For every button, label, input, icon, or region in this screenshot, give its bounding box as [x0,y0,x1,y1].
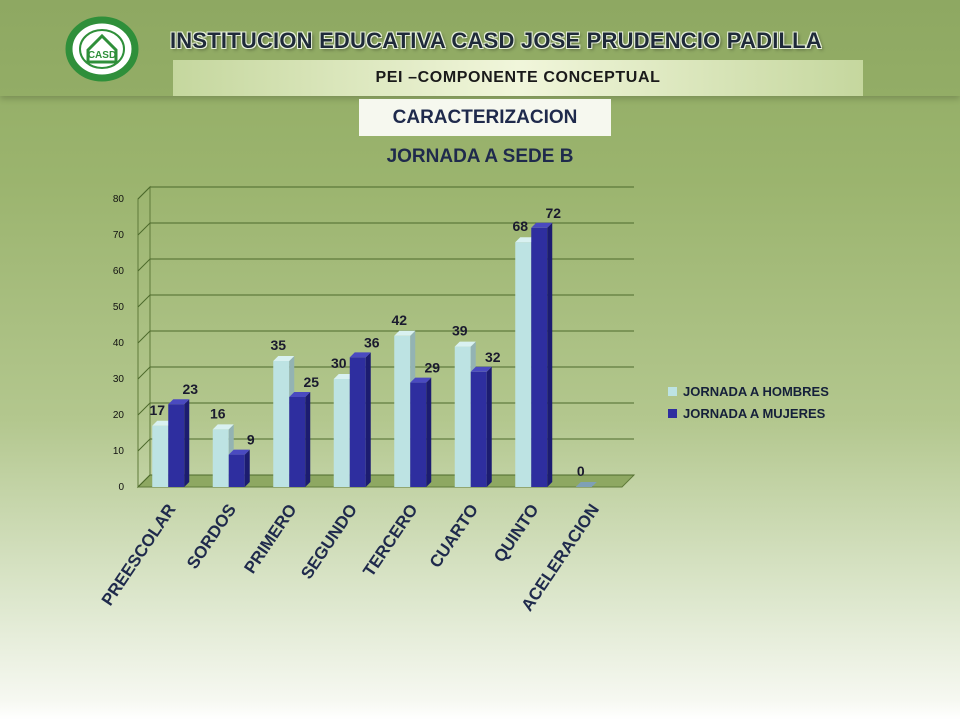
page-title: INSTITUCION EDUCATIVA CASD JOSE PRUDENCI… [170,28,822,53]
bar-top [394,330,416,336]
legend-swatch-women [668,408,677,418]
data-label: 23 [182,381,198,397]
y-tick-label: 70 [113,230,125,241]
legend-label-men: JORNADA A HOMBRES [683,383,829,399]
data-label: 29 [424,360,440,376]
gridline [137,186,634,200]
bar-women [531,227,548,488]
x-tick-label: CUARTO [426,501,482,572]
y-tick-label: 60 [113,266,125,277]
data-label: 0 [577,463,585,479]
subtitle-banner: PEI –COMPONENTE CONCEPTUAL [173,60,863,96]
bar-men [333,379,350,487]
bar-top [515,237,537,243]
x-tick-label: PRIMERO [240,501,300,577]
bar-women [289,397,306,487]
data-label: 36 [364,334,380,350]
y-tick-label: 80 [113,194,125,205]
data-label: 30 [331,355,347,371]
bar-men [394,335,411,487]
bar-top [454,341,476,347]
bar-top [273,356,295,361]
bar-side [486,366,492,487]
bar-side [244,449,250,487]
gridline [137,366,634,380]
logo-text: CASD [88,50,116,61]
bar-top [152,420,174,426]
bar-side [305,392,311,487]
bar-top [531,222,553,228]
data-label: 16 [210,405,226,421]
section-label: CARACTERIZACION [359,99,611,136]
bar-women [228,454,245,487]
gridline [137,438,634,452]
bar-men [273,361,290,487]
bar-side [426,377,432,487]
chart-legend: JORNADA A HOMBRES JORNADA A MUJERES [668,380,829,424]
y-tick-label: 10 [113,446,125,457]
bar-women [410,382,427,487]
bar-women [349,357,366,487]
y-tick-label: 40 [113,338,125,349]
y-tick-label: 0 [118,482,124,493]
bar-side [365,352,371,487]
legend-swatch-men [668,386,677,396]
bar-top [333,374,355,379]
bar-men [212,429,229,487]
data-label: 72 [545,205,561,221]
x-tick-label: TERCERO [359,501,421,581]
data-label: 17 [149,402,165,418]
data-label: 25 [303,374,319,390]
data-label: 9 [247,432,255,448]
data-label: 68 [512,218,528,234]
data-label: 42 [391,312,407,328]
gridline [137,294,634,308]
bar-top [168,399,190,405]
gridline [137,222,634,236]
bar-top [470,366,492,372]
bar-men [515,242,532,487]
casd-logo: CASD [65,16,139,82]
y-tick-label: 20 [113,410,125,421]
legend-item-women: JORNADA A MUJERES [668,402,829,424]
legend-label-women: JORNADA A MUJERES [683,405,826,421]
bar-side [184,399,190,487]
data-label: 39 [452,323,468,339]
legend-item-men: JORNADA A HOMBRES [668,380,829,402]
data-label: 35 [270,337,286,353]
bar-top [349,352,371,358]
y-tick-label: 50 [113,302,125,313]
bar-top [289,392,311,397]
bar-side [547,222,553,488]
bar-top [228,449,250,455]
gridline [137,258,634,272]
x-tick-label: SORDOS [183,501,240,573]
gridline [137,330,634,344]
x-tick-label: SEGUNDO [297,501,361,583]
bar-women [168,404,185,487]
bar-women [470,371,487,487]
x-tick-label: PREESCOLAR [98,501,180,610]
chart-floor [136,474,636,488]
bar-top [212,424,234,430]
y-tick-label: 30 [113,374,125,385]
x-tick-label: QUINTO [490,501,543,566]
bar-men [454,346,471,487]
chart-title: JORNADA A SEDE B [386,146,574,167]
bar-top [410,377,432,383]
data-label: 32 [485,349,501,365]
bar-flat [575,482,597,487]
bar-men [152,425,169,487]
